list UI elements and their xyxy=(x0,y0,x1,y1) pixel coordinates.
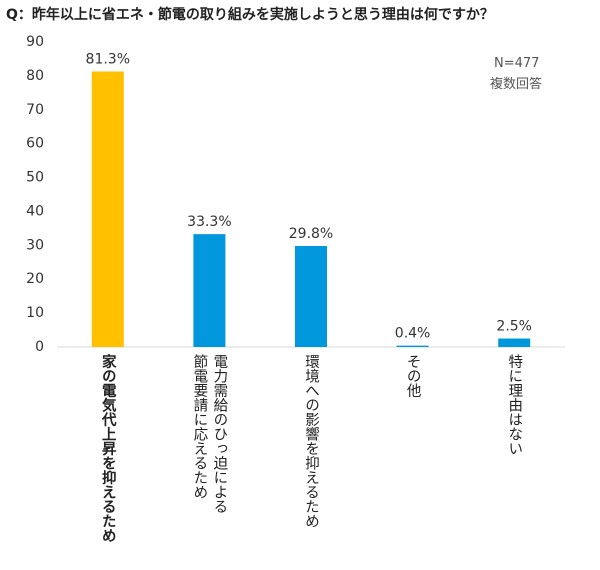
value-label: 29.8% xyxy=(289,226,333,242)
bar xyxy=(295,246,327,347)
y-tick-label: 20 xyxy=(26,271,44,287)
y-tick-label: 80 xyxy=(26,68,44,84)
bar xyxy=(498,338,531,347)
y-tick-label: 50 xyxy=(26,170,44,186)
x-tick-label: 環境への影響を抑えるため xyxy=(303,354,319,528)
y-tick-label: 10 xyxy=(26,305,44,321)
value-label: 2.5% xyxy=(496,319,532,335)
value-label: 0.4% xyxy=(395,326,431,342)
annotation: N=477 xyxy=(494,56,540,71)
x-tick-label: 家の電気代上昇を抑えるため xyxy=(99,354,116,543)
annotation: 複数回答 xyxy=(490,77,543,92)
x-tick-label: その他 xyxy=(404,354,421,398)
chart-title: Q：昨年以上に省エネ・節電の取り組みを実施しようと思う理由は何ですか？ xyxy=(6,7,494,23)
y-tick-label: 0 xyxy=(35,339,44,355)
value-label: 81.3% xyxy=(86,51,130,67)
bar xyxy=(91,71,124,347)
x-tick-label: 特に理由はない xyxy=(506,354,523,456)
bar xyxy=(396,345,429,347)
y-tick-label: 70 xyxy=(26,102,44,118)
y-tick-label: 30 xyxy=(26,237,44,253)
x-tick-label: 電力需給のひっ迫による 節電要請に応えるため xyxy=(191,354,228,514)
y-tick-label: 40 xyxy=(26,203,44,219)
y-tick-label: 60 xyxy=(26,136,44,152)
y-tick-label: 90 xyxy=(26,34,44,50)
value-label: 33.3% xyxy=(187,214,231,230)
bar xyxy=(193,234,226,347)
